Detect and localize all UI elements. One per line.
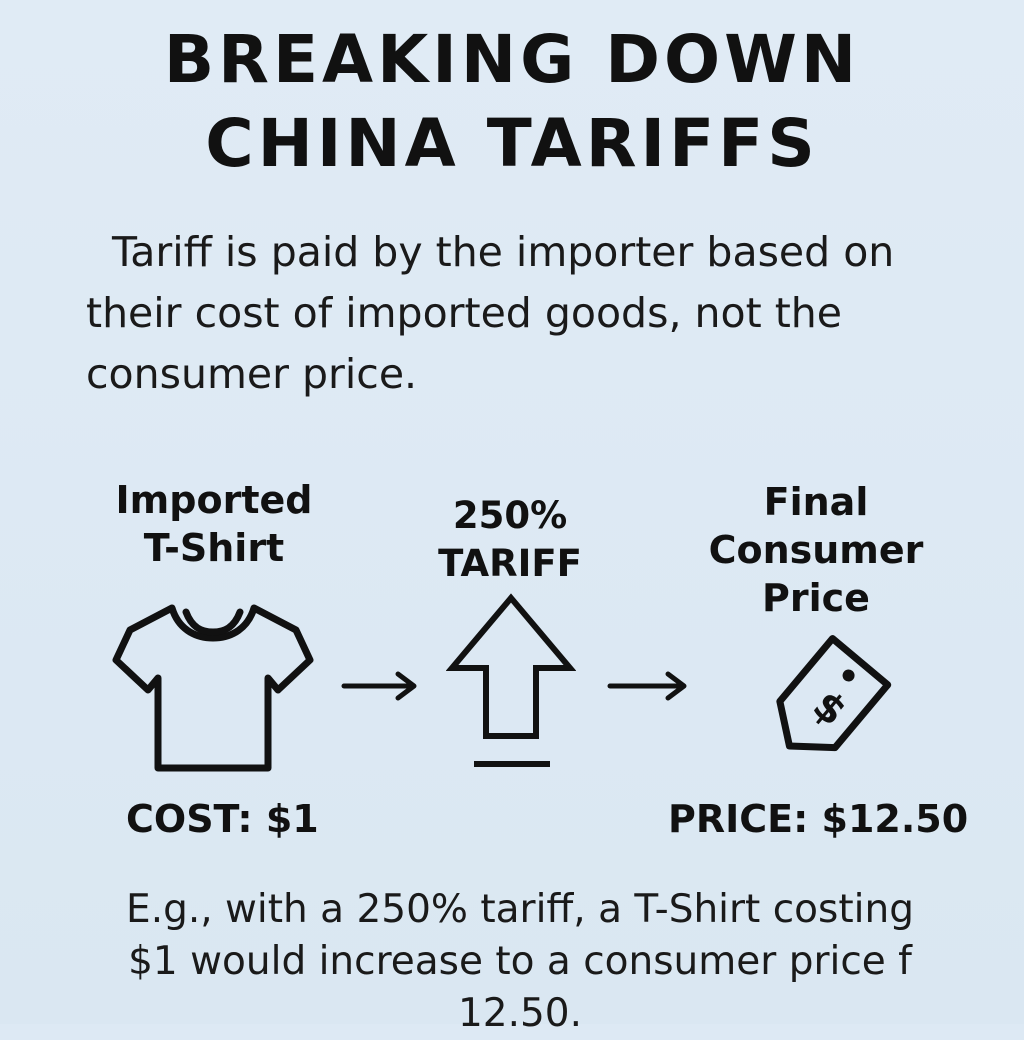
up-arrow-icon [446, 593, 576, 767]
final-consumer-price-label-line-2: Consumer [708, 528, 924, 572]
tariff-label-line-2: TARIFF [438, 542, 582, 585]
imported-tshirt-label-line-1: Imported [115, 478, 313, 522]
price-value: PRICE: $12.50 [668, 797, 969, 841]
tariff-label: 250% TARIFF [410, 492, 610, 588]
example-line-1: E.g., with a 250% tariff, a T-Shirt cost… [126, 887, 914, 932]
imported-tshirt-label: Imported T-Shirt [96, 476, 332, 572]
imported-tshirt-label-line-2: T-Shirt [143, 526, 285, 570]
final-consumer-price-label-line-1: Final [763, 480, 869, 524]
intro-line-2: their cost of imported goods, not the [86, 289, 842, 337]
example-text: E.g., with a 250% tariff, a T-Shirt cost… [70, 884, 970, 1040]
title-line-1: BREAKING DOWN [163, 21, 861, 98]
intro-line-3: consumer price. [86, 350, 418, 398]
t-shirt-icon [112, 604, 314, 772]
right-arrow-icon [607, 671, 687, 701]
cost-value: COST: $1 [126, 797, 319, 841]
example-line-2: $1 would increase to a consumer price f … [128, 939, 912, 1036]
right-arrow-icon [341, 671, 417, 701]
intro-line-1: Tariff is paid by the importer based on [112, 228, 895, 276]
price-tag-icon: $ [776, 635, 892, 752]
final-consumer-price-label: Final Consumer Price [688, 478, 944, 622]
final-consumer-price-label-line-3: Price [762, 576, 870, 620]
title-line-2: CHINA TARIFFS [205, 105, 819, 182]
tariff-label-line-1: 250% [452, 494, 568, 537]
svg-text:$: $ [804, 682, 855, 735]
intro-text: Tariff is paid by the importer based on … [86, 222, 966, 405]
